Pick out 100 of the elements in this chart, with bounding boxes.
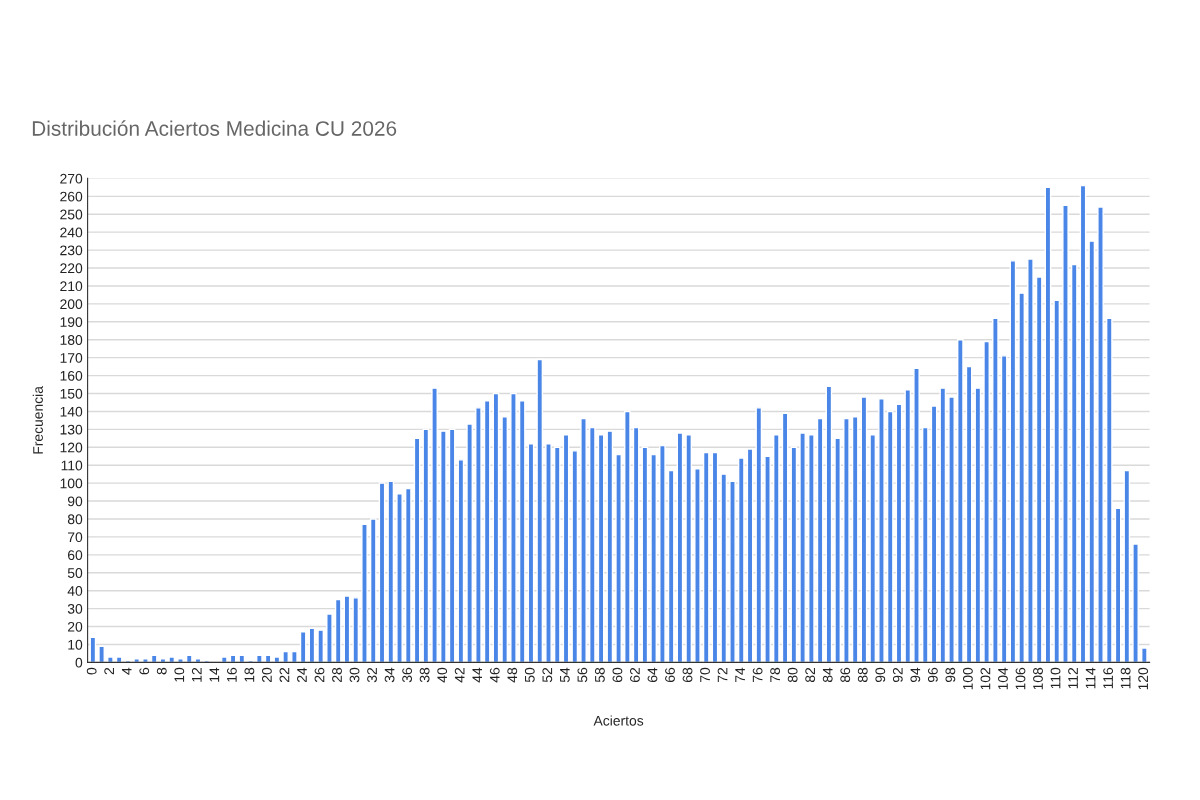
y-tick-label: 210 xyxy=(60,281,83,292)
bar xyxy=(1105,317,1113,663)
bar xyxy=(317,629,325,663)
bar xyxy=(431,387,438,663)
bar xyxy=(492,392,500,663)
bar xyxy=(299,631,307,663)
y-tick-label: 170 xyxy=(60,352,83,363)
x-tick-label: 68 xyxy=(682,667,693,682)
bar xyxy=(948,396,955,663)
bar xyxy=(755,407,763,663)
bar xyxy=(597,434,605,663)
bar xyxy=(150,654,158,663)
x-tick-label: 64 xyxy=(647,667,658,682)
x-tick-label: 116 xyxy=(1103,667,1114,689)
x-tick-label: 14 xyxy=(209,667,220,682)
x-tick-label: 34 xyxy=(384,667,395,683)
x-tick-label: 58 xyxy=(594,667,605,683)
y-tick-label: 140 xyxy=(60,406,83,417)
y-tick-label: 130 xyxy=(60,424,83,435)
bar xyxy=(326,613,333,663)
bar xyxy=(1123,469,1131,663)
bar xyxy=(142,658,149,663)
x-tick-label: 98 xyxy=(945,667,956,683)
bar xyxy=(98,645,105,663)
bar xyxy=(1141,647,1148,663)
bar xyxy=(483,399,491,663)
x-tick-label: 112 xyxy=(1068,667,1078,689)
x-tick-label: 82 xyxy=(805,667,816,683)
bar xyxy=(851,416,859,663)
bar xyxy=(974,387,982,663)
bar xyxy=(422,428,430,663)
bar xyxy=(921,426,929,663)
bar xyxy=(1035,276,1043,663)
bar xyxy=(256,654,263,663)
bar xyxy=(1088,240,1096,663)
x-tick-label: 12 xyxy=(191,667,202,682)
y-tick-label: 110 xyxy=(61,460,83,471)
bar xyxy=(1097,206,1104,663)
x-tick-label: 90 xyxy=(875,667,886,683)
bar xyxy=(790,446,798,663)
bar xyxy=(869,434,877,663)
bar xyxy=(580,417,587,663)
bar xyxy=(343,595,351,663)
bar xyxy=(553,446,561,663)
x-tick-label: 16 xyxy=(226,667,237,682)
x-tick-label: 4 xyxy=(121,667,132,675)
x-tick-label: 2 xyxy=(104,667,114,675)
y-tick-label: 220 xyxy=(60,263,83,274)
x-tick-label: 114 xyxy=(1085,667,1096,689)
x-tick-label: 72 xyxy=(717,667,728,682)
bar xyxy=(659,444,666,663)
x-tick-label: 54 xyxy=(560,667,570,683)
bar xyxy=(702,451,710,663)
bar xyxy=(562,434,570,663)
bar xyxy=(545,443,552,663)
bar xyxy=(220,656,228,663)
bar xyxy=(1062,204,1069,663)
bar xyxy=(378,482,386,663)
y-axis-title: Frecuencia xyxy=(32,386,43,454)
bar xyxy=(650,453,657,663)
y-tick-label: 40 xyxy=(67,586,83,596)
x-tick-label: 32 xyxy=(367,667,377,683)
x-tick-label: 42 xyxy=(454,667,465,683)
bar xyxy=(352,597,360,663)
x-tick-label: 80 xyxy=(787,667,798,683)
y-tick-label: 50 xyxy=(67,568,83,578)
bar xyxy=(781,412,789,663)
y-tick-label: 270 xyxy=(60,173,83,184)
bar xyxy=(1000,355,1008,663)
y-tick-label: 120 xyxy=(60,442,83,453)
x-tick-label: 84 xyxy=(822,667,833,683)
bar xyxy=(606,430,614,663)
x-tick-label: 108 xyxy=(1033,667,1043,690)
bar xyxy=(185,654,193,663)
y-tick-label: 100 xyxy=(60,478,83,489)
x-tick-label: 120 xyxy=(1138,667,1149,690)
bar xyxy=(448,428,456,663)
bar xyxy=(1027,258,1034,663)
bar xyxy=(527,443,535,663)
x-tick-label: 88 xyxy=(857,667,868,683)
chart-title: Distribución Aciertos Medicina CU 2026 xyxy=(32,120,397,136)
x-tick-label: 106 xyxy=(1015,667,1026,690)
bar xyxy=(895,403,903,663)
bar xyxy=(904,389,912,663)
bar xyxy=(361,523,368,663)
bar xyxy=(965,365,973,663)
x-tick-label: 40 xyxy=(437,667,448,683)
bar xyxy=(168,656,176,663)
x-tick-label: 62 xyxy=(630,667,640,682)
bar xyxy=(291,650,298,663)
bar xyxy=(737,457,745,663)
y-tick-label: 80 xyxy=(67,514,83,525)
bar xyxy=(115,656,123,663)
bar xyxy=(536,358,544,663)
x-tick-label: 110 xyxy=(1050,667,1061,689)
x-tick-label: 36 xyxy=(402,667,413,683)
bar xyxy=(1044,186,1052,663)
y-tick-label: 20 xyxy=(67,621,83,632)
x-tick-label: 28 xyxy=(332,667,342,683)
bar xyxy=(501,416,509,663)
